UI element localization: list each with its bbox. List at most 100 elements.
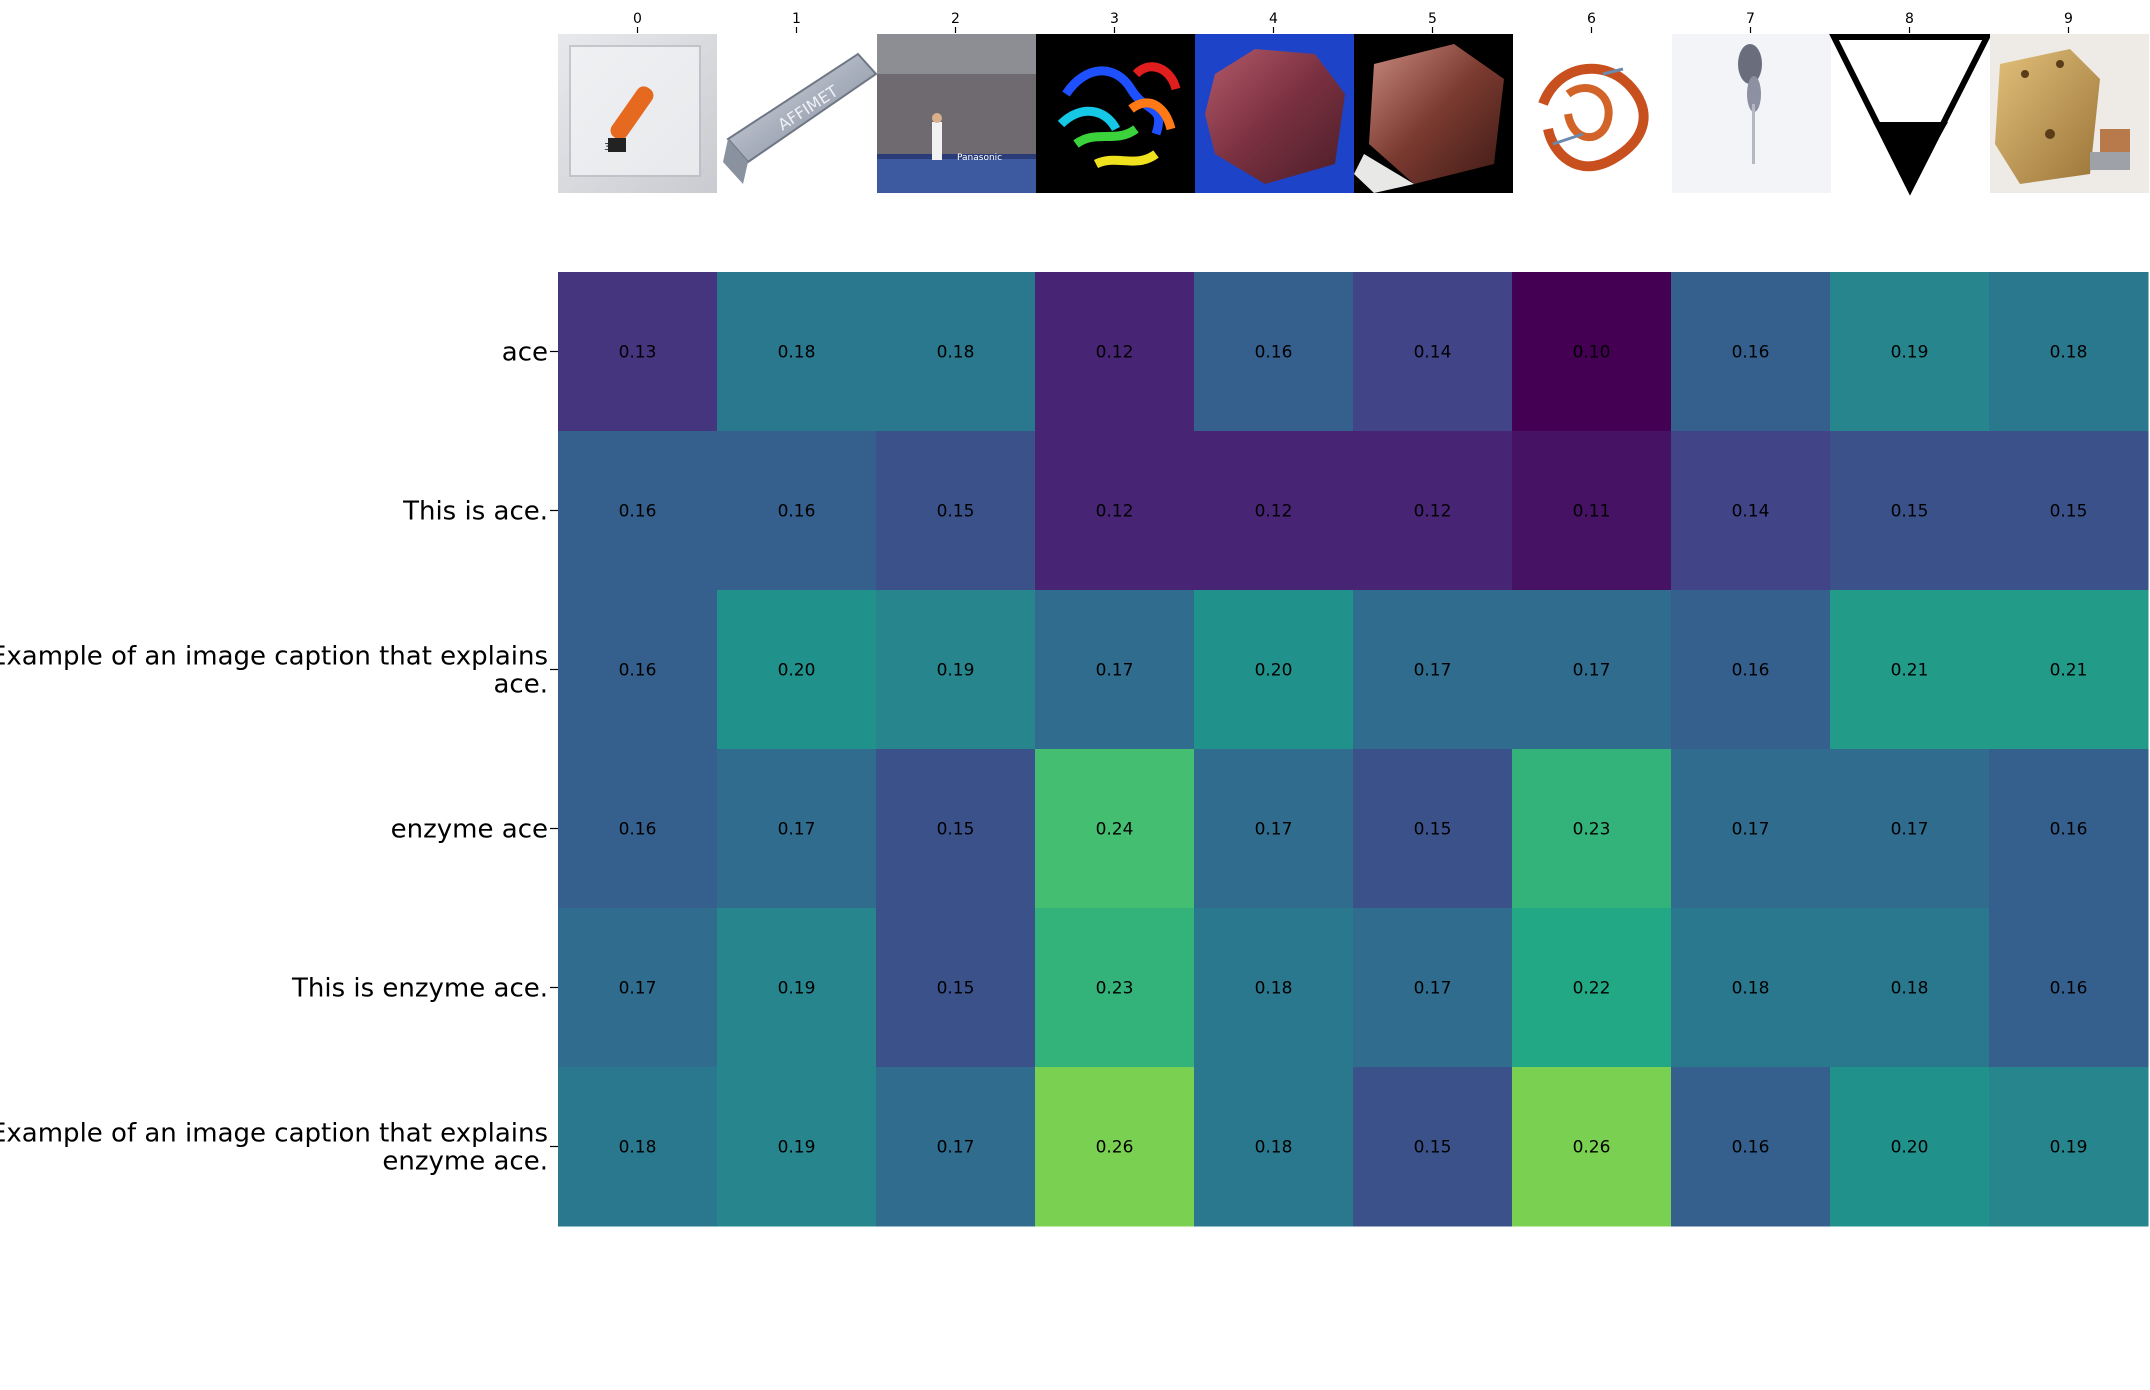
heatmap-cell	[717, 431, 877, 591]
heatmap-cell	[717, 749, 877, 909]
cell-value-label: 0.19	[937, 661, 975, 681]
column-tick-label: 4	[1269, 11, 1278, 27]
heatmap-cell	[1989, 431, 2149, 591]
brass-die-image	[1990, 34, 2149, 193]
cell-value-label: 0.21	[2050, 661, 2088, 681]
cell-value-label: 0.18	[1255, 979, 1293, 999]
cell-value-label: 0.16	[619, 820, 657, 840]
rainbow-protein-image	[1036, 34, 1195, 193]
heatmap-cell	[1989, 749, 2149, 909]
cell-value-label: 0.12	[1096, 502, 1134, 522]
heatmap-cell	[558, 272, 718, 432]
cell-value-label: 0.15	[1414, 820, 1452, 840]
cell-value-label: 0.18	[2050, 343, 2088, 363]
cell-value-label: 0.14	[1414, 343, 1452, 363]
heatmap-cell	[717, 272, 877, 432]
heatmap-cell	[1671, 431, 1831, 591]
cell-value-label: 0.14	[1732, 502, 1770, 522]
heatmap-cell	[558, 1067, 718, 1227]
heatmap-cell	[1353, 908, 1513, 1068]
cell-value-label: 0.15	[937, 502, 975, 522]
heatmap-cell	[1194, 590, 1354, 750]
cell-value-label: 0.21	[1891, 661, 1929, 681]
cell-value-label: 0.17	[619, 979, 657, 999]
cell-value-label: 0.15	[937, 979, 975, 999]
row-label: enzyme ace	[391, 815, 548, 845]
cell-value-label: 0.23	[1096, 979, 1134, 999]
orange-protein-image	[1513, 34, 1672, 193]
heatmap-cell	[558, 431, 718, 591]
cell-value-label: 0.10	[1573, 343, 1611, 363]
cell-value-label: 0.17	[778, 820, 816, 840]
column-image-strip: 35 AFFIMET Panasonic	[558, 34, 2149, 196]
cell-value-label: 0.17	[1891, 820, 1929, 840]
bromine-sample-image: 35	[558, 34, 717, 193]
heatmap-cell	[1194, 1067, 1354, 1227]
heatmap-cell	[1830, 1067, 1990, 1227]
heatmap-cell	[876, 1067, 1036, 1227]
heatmap-cell	[1353, 749, 1513, 909]
row-label: Example of an image caption that explain…	[0, 642, 548, 672]
column-tick-label: 0	[633, 11, 642, 27]
cell-value-label: 0.17	[1573, 661, 1611, 681]
cell-value-label: 0.20	[778, 661, 816, 681]
heatmap-cell	[876, 908, 1036, 1068]
cell-value-label: 0.16	[1732, 343, 1770, 363]
cell-value-label: 0.19	[2050, 1138, 2088, 1158]
cell-value-label: 0.16	[619, 502, 657, 522]
cell-value-label: 0.18	[1732, 979, 1770, 999]
cell-value-label: 0.17	[937, 1138, 975, 1158]
cell-value-label: 0.18	[1891, 979, 1929, 999]
heatmap-cell	[1671, 908, 1831, 1068]
row-label: Example of an image caption that explain…	[0, 1119, 548, 1149]
heatmap-cell	[717, 908, 877, 1068]
heatmap-cell	[717, 590, 877, 750]
column-tick-label: 6	[1587, 11, 1596, 27]
cell-value-label: 0.17	[1414, 661, 1452, 681]
heatmap-cell	[1830, 431, 1990, 591]
cell-value-label: 0.26	[1096, 1138, 1134, 1158]
cell-value-label: 0.17	[1096, 661, 1134, 681]
cell-value-label: 0.26	[1573, 1138, 1611, 1158]
heatmap-cell	[1830, 749, 1990, 909]
ink-blot-image	[1672, 34, 1831, 193]
heatmap-cell	[1512, 1067, 1672, 1227]
cell-value-label: 0.19	[1891, 343, 1929, 363]
heatmap-cell	[1830, 590, 1990, 750]
heatmap-cell	[1512, 590, 1672, 750]
svg-text:35: 35	[604, 142, 617, 153]
heatmap-cell	[1353, 590, 1513, 750]
row-label: This is ace.	[402, 497, 548, 527]
red-crystal-image	[1354, 34, 1513, 193]
heatmap-cell	[1194, 272, 1354, 432]
heatmap-cell	[1512, 272, 1672, 432]
row-label: enzyme ace.	[382, 1147, 548, 1177]
heatmap-cell	[1194, 908, 1354, 1068]
heatmap-cell	[1035, 1067, 1195, 1227]
cell-value-label: 0.20	[1255, 661, 1293, 681]
svg-text:Panasonic: Panasonic	[957, 153, 1002, 163]
heatmap-cell	[876, 749, 1036, 909]
heatmap-cell	[717, 1067, 877, 1227]
heatmap-cell	[1671, 1067, 1831, 1227]
cell-value-label: 0.17	[1414, 979, 1452, 999]
cell-value-label: 0.16	[778, 502, 816, 522]
column-tick-label: 5	[1428, 11, 1437, 27]
cell-value-label: 0.22	[1573, 979, 1611, 999]
heatmap-cell	[1194, 431, 1354, 591]
heatmap-cell	[1353, 1067, 1513, 1227]
ingot-image: AFFIMET	[718, 34, 878, 193]
heatmap-cell	[1035, 272, 1195, 432]
heatmap-cell	[1353, 272, 1513, 432]
cell-value-label: 0.18	[937, 343, 975, 363]
heatmap-cell	[1989, 590, 2149, 750]
heatmap-cell	[1353, 431, 1513, 591]
cell-value-label: 0.19	[778, 979, 816, 999]
column-tick-label: 8	[1905, 11, 1914, 27]
cell-value-label: 0.12	[1096, 343, 1134, 363]
cell-value-label: 0.15	[1891, 502, 1929, 522]
cell-value-label: 0.17	[1255, 820, 1293, 840]
heatmap-cell	[1830, 908, 1990, 1068]
tennis-image: Panasonic	[877, 34, 1036, 193]
